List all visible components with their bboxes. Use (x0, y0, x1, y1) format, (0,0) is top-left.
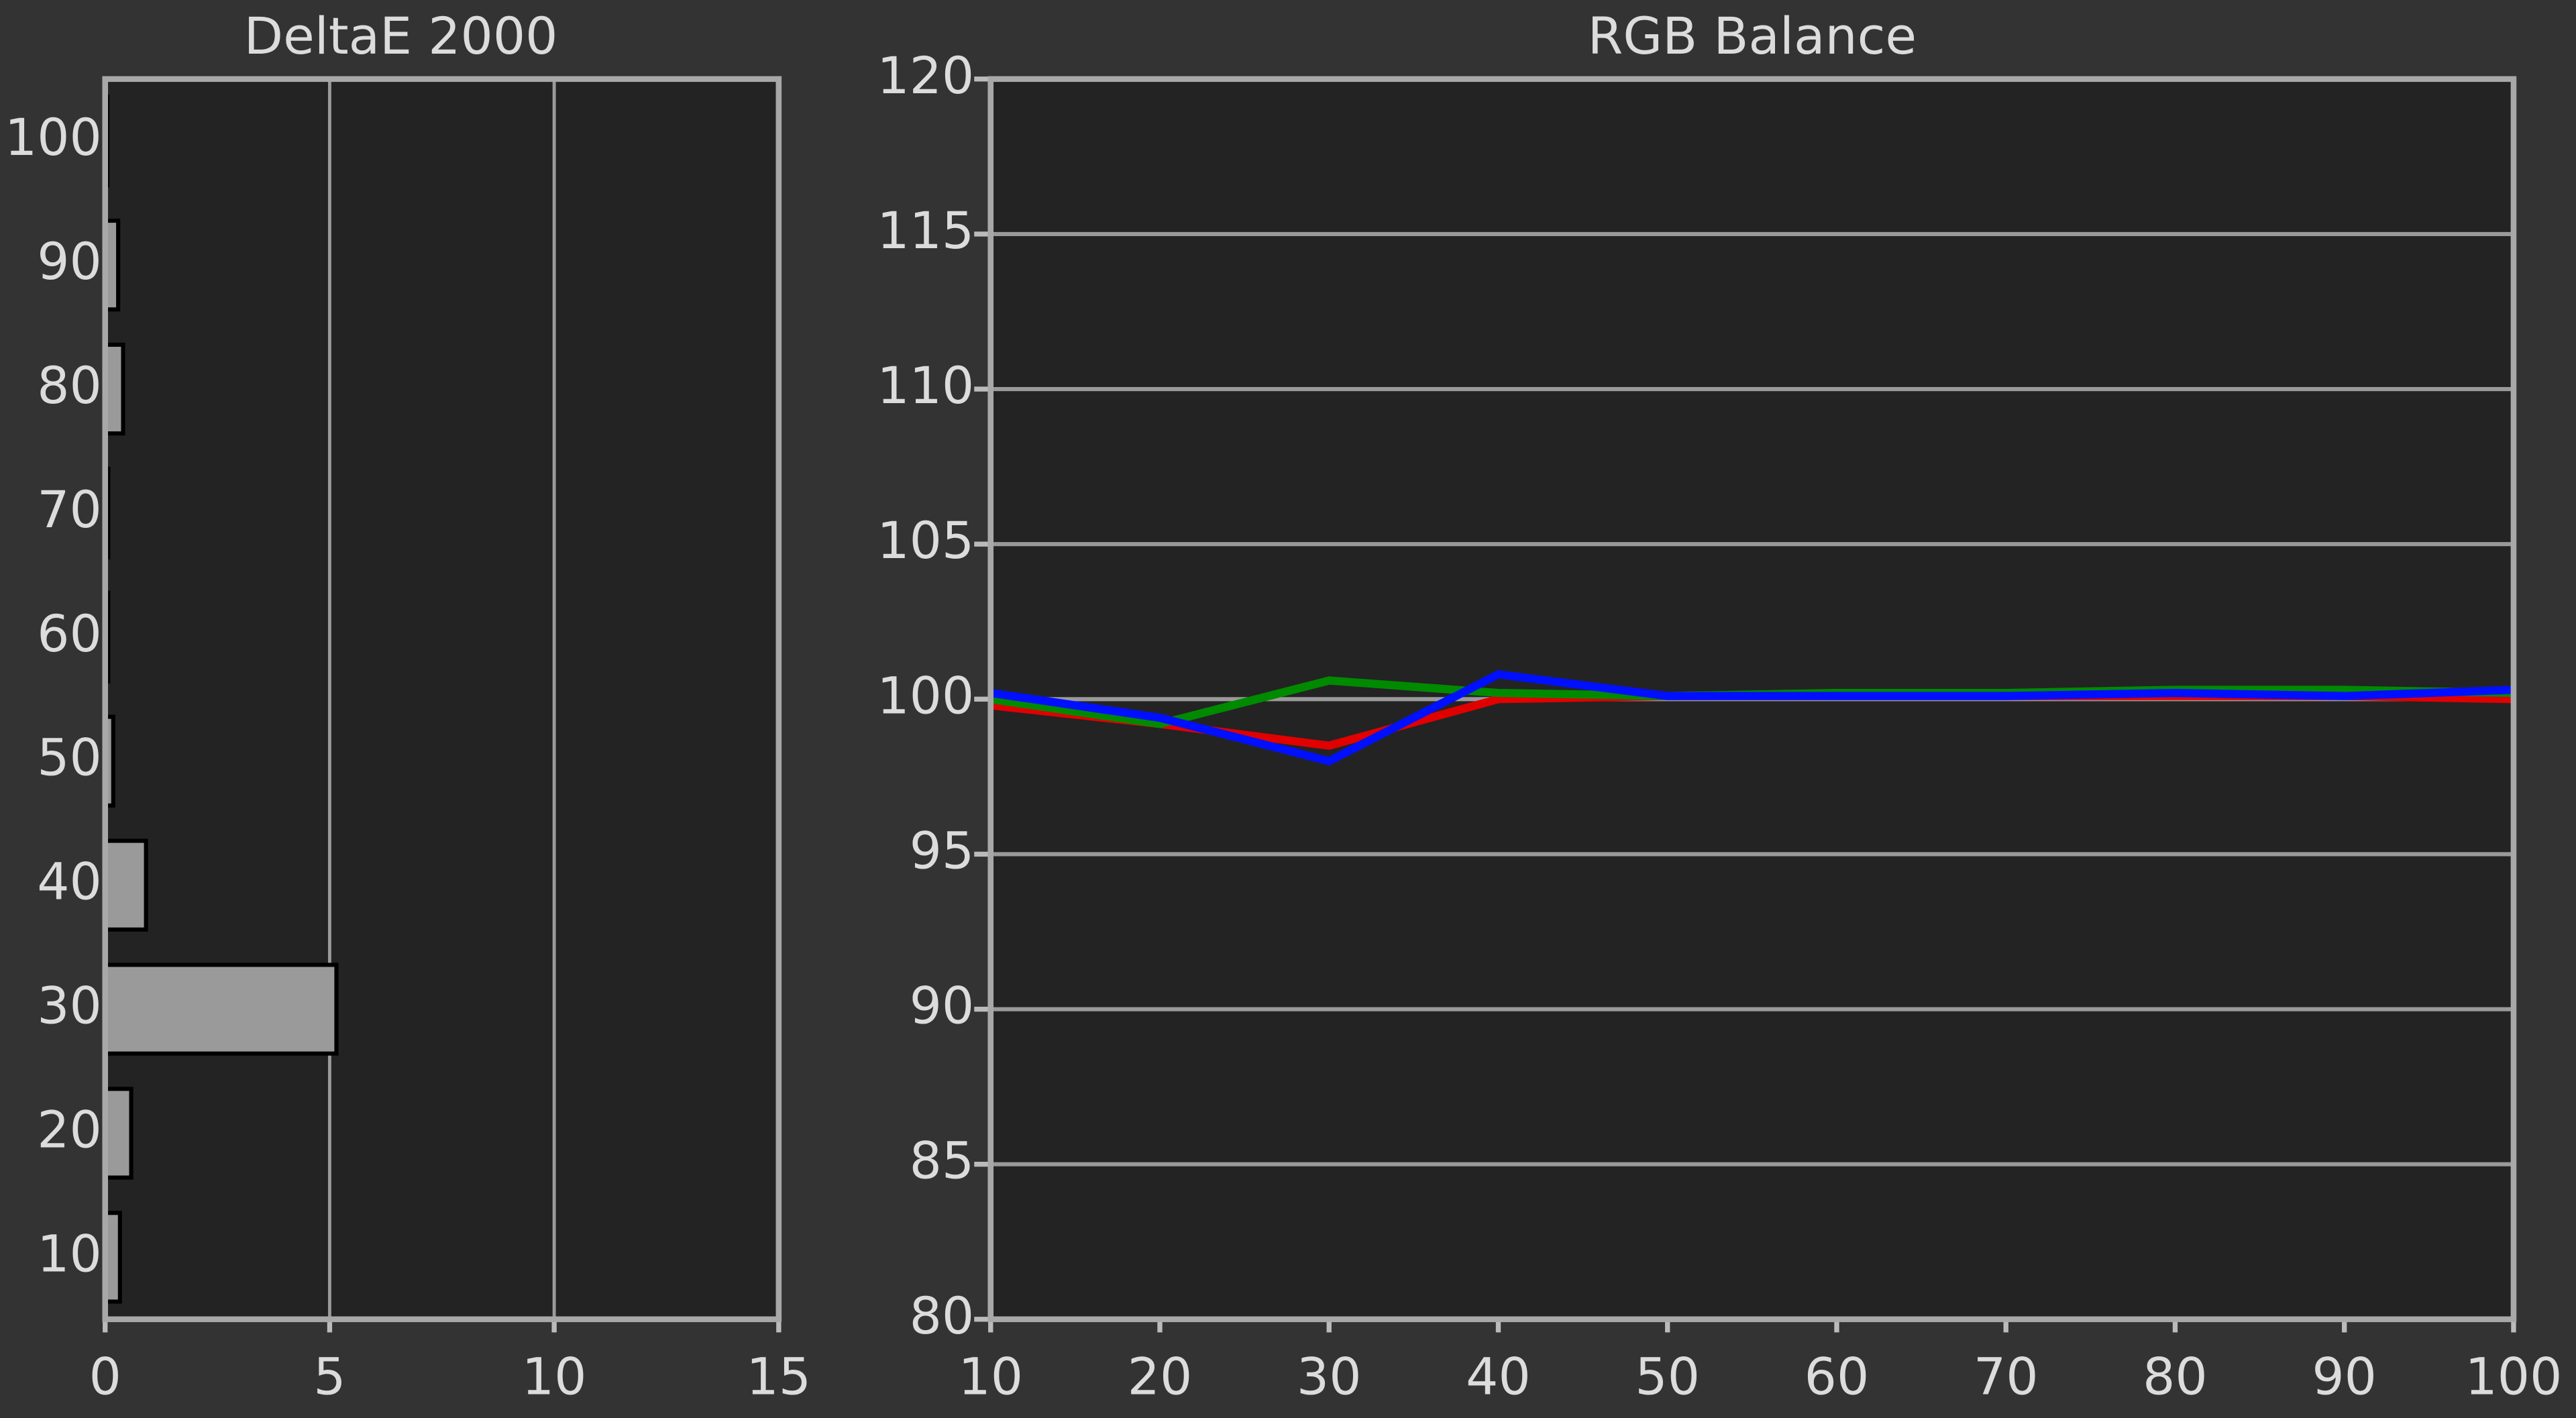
plot-area (105, 78, 779, 1319)
y-tick-label: 115 (877, 201, 974, 260)
y-tick-label: 85 (910, 1132, 975, 1191)
x-tick-label: 10 (522, 1347, 587, 1406)
x-tick-label: 10 (958, 1347, 1023, 1406)
y-tick-label: 105 (877, 511, 974, 570)
y-tick-label: 110 (877, 356, 974, 415)
bar (103, 1087, 133, 1180)
x-tick-label: 80 (2143, 1347, 2208, 1406)
y-tick-label: 95 (910, 821, 975, 880)
y-tick-label: 90 (37, 232, 102, 291)
x-tick-label: 70 (1974, 1347, 2039, 1406)
y-tick-label: 120 (877, 46, 974, 105)
y-tick-label: 40 (37, 853, 102, 912)
y-tick-label: 80 (37, 356, 102, 415)
y-tick-label: 60 (37, 604, 102, 663)
x-tick-label: 100 (2465, 1347, 2562, 1406)
y-tick-label: 100 (5, 108, 102, 167)
x-tick-label: 60 (1805, 1347, 1870, 1406)
chart-title: DeltaE 2000 (244, 7, 558, 66)
x-tick-label: 0 (89, 1347, 121, 1406)
x-tick-label: 40 (1466, 1347, 1531, 1406)
chart-title: RGB Balance (1588, 7, 1917, 66)
x-tick-label: 15 (747, 1347, 812, 1406)
y-tick-label: 70 (37, 480, 102, 539)
x-tick-label: 90 (2312, 1347, 2377, 1406)
plot-frame (987, 76, 2517, 1323)
plot-frame (102, 76, 782, 1323)
y-tick-label: 30 (37, 977, 102, 1036)
x-tick-label: 20 (1128, 1347, 1193, 1406)
series-line (989, 670, 2514, 766)
bar (103, 838, 148, 932)
y-tick-label: 50 (37, 728, 102, 787)
bar (103, 963, 339, 1056)
x-tick-label: 30 (1297, 1347, 1362, 1406)
y-tick-label: 80 (910, 1287, 975, 1346)
y-tick-label: 100 (877, 666, 974, 725)
y-tick-label: 90 (910, 977, 975, 1036)
x-tick-label: 5 (313, 1347, 345, 1406)
x-tick-label: 50 (1635, 1347, 1700, 1406)
y-tick-label: 10 (37, 1224, 102, 1283)
y-tick-label: 20 (37, 1100, 102, 1159)
